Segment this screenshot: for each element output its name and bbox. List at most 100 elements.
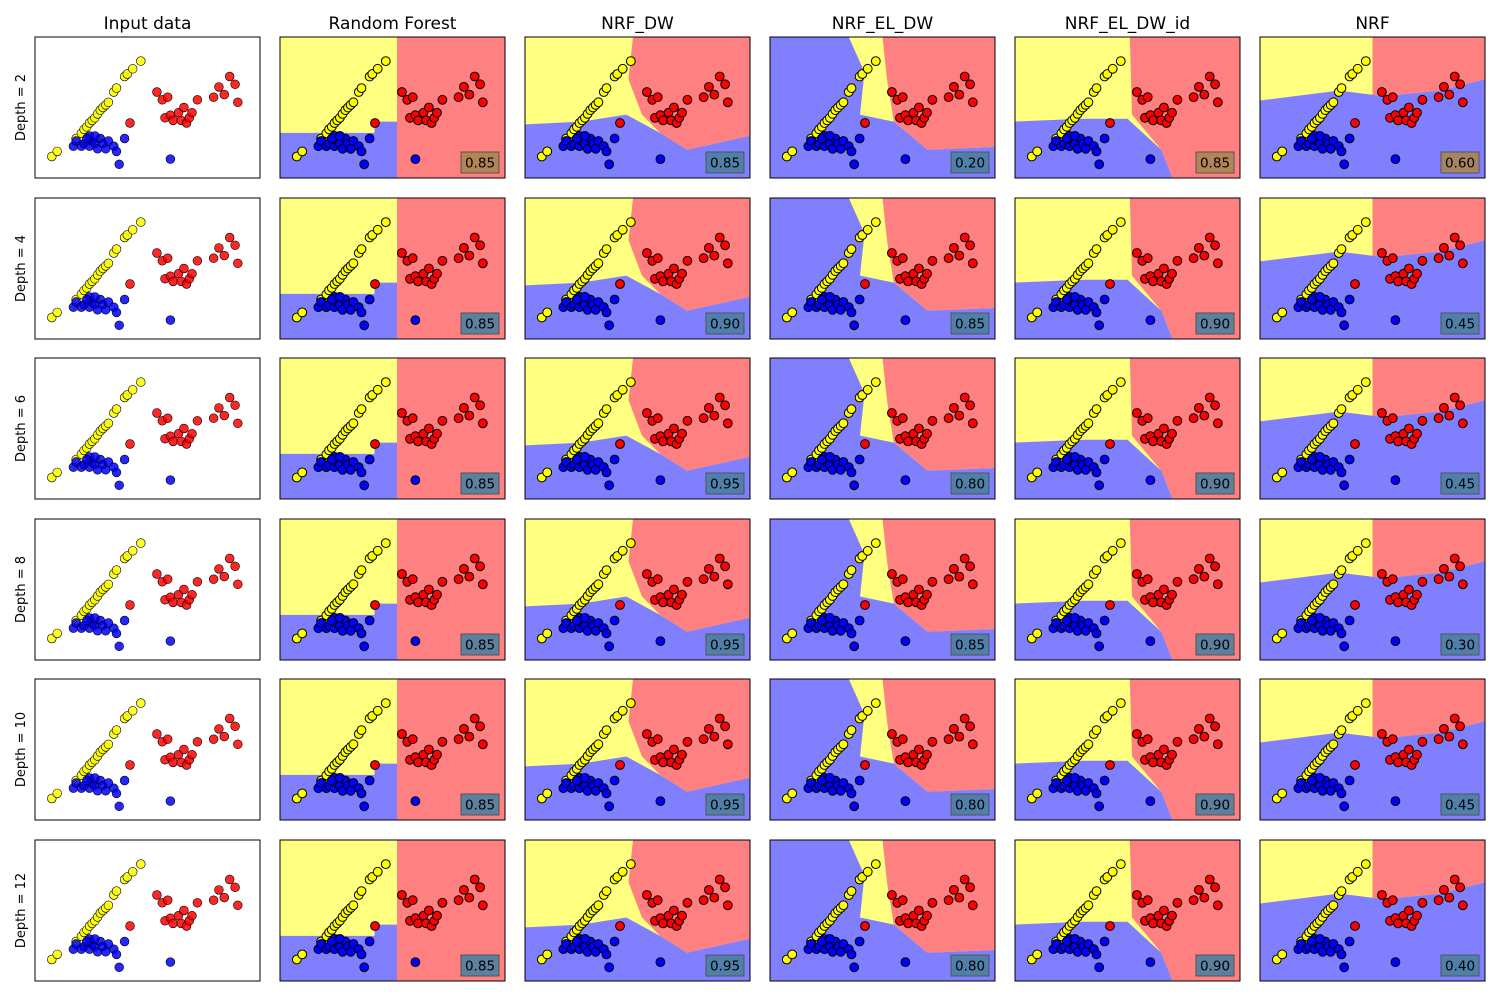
point-red: [1449, 392, 1460, 403]
point-blue: [1061, 615, 1072, 626]
panel-frame: [1259, 197, 1486, 340]
point-red: [230, 561, 240, 571]
point-red: [424, 905, 434, 916]
point-blue: [1091, 467, 1102, 478]
point-red: [615, 760, 625, 770]
point-blue: [1070, 773, 1080, 783]
point-yellow: [1107, 705, 1118, 716]
point-red: [208, 253, 219, 263]
point-red: [709, 571, 720, 582]
point-yellow: [128, 64, 138, 74]
region-blue: [525, 275, 750, 339]
point-yellow: [1091, 83, 1102, 93]
point-red: [214, 724, 224, 734]
score-box: [705, 312, 745, 335]
point-red: [192, 577, 203, 587]
point-blue: [849, 641, 860, 652]
point-yellow: [52, 788, 62, 799]
point-yellow: [1336, 886, 1347, 896]
point-red: [1132, 729, 1142, 739]
point-yellow: [380, 377, 391, 388]
panel-nrf-dw-depth-2: 0.85: [524, 36, 751, 179]
point-yellow: [103, 739, 114, 749]
point-red: [152, 248, 162, 258]
point-blue: [1339, 320, 1350, 331]
point-yellow: [846, 83, 857, 93]
point-red: [698, 253, 709, 264]
point-red: [677, 428, 687, 439]
region-blue: [1260, 400, 1485, 499]
region-blue: [1260, 721, 1485, 820]
point-blue: [326, 294, 337, 305]
point-red: [1393, 436, 1403, 447]
point-red: [1210, 721, 1220, 732]
panel-frame: [769, 36, 996, 179]
point-red: [219, 250, 230, 261]
point-blue: [1390, 957, 1401, 967]
point-blue: [1390, 796, 1401, 806]
point-red: [682, 736, 693, 747]
point-red: [903, 276, 913, 287]
point-red: [1449, 71, 1460, 82]
point-red: [914, 584, 924, 595]
point-blue: [119, 454, 130, 465]
point-red: [168, 436, 178, 447]
point-yellow: [838, 258, 849, 269]
point-red: [219, 571, 230, 582]
point-red: [407, 895, 418, 906]
point-blue: [1099, 615, 1110, 626]
point-yellow: [1277, 307, 1288, 318]
point-red: [233, 900, 243, 910]
point-red: [413, 276, 424, 287]
region-blue: [525, 596, 750, 660]
panel-frame: [279, 518, 506, 661]
panel-frame: [769, 518, 996, 661]
point-red: [407, 734, 418, 745]
column-title-nrf-el-dw: NRF_EL_DW: [832, 14, 934, 34]
point-red: [1188, 895, 1199, 906]
point-red: [1199, 250, 1210, 261]
point-blue: [655, 957, 666, 967]
panel-frame: [769, 357, 996, 500]
point-red: [615, 921, 625, 931]
point-blue: [359, 159, 370, 170]
point-red: [959, 553, 970, 564]
point-yellow: [136, 859, 146, 869]
point-blue: [816, 454, 827, 465]
point-red: [437, 255, 448, 266]
point-red: [1159, 584, 1169, 595]
point-red: [1377, 87, 1387, 97]
score-label: 0.85: [710, 156, 740, 172]
point-yellow: [787, 307, 798, 318]
panel-input-data-depth-10: [34, 678, 261, 821]
score-box: [1195, 312, 1235, 335]
point-red: [477, 97, 488, 108]
panel-nrf-el-dw-id-depth-4: 0.90: [1014, 197, 1241, 340]
point-red: [437, 94, 448, 105]
point-red: [1433, 574, 1444, 585]
point-red: [125, 600, 135, 610]
point-red: [965, 882, 975, 893]
point-red: [1188, 92, 1199, 103]
point-red: [225, 392, 235, 403]
point-red: [233, 258, 243, 268]
point-blue: [825, 773, 835, 783]
point-red: [1457, 579, 1468, 590]
panel-frame: [524, 839, 751, 982]
point-red: [704, 885, 714, 895]
score-label: 0.60: [1445, 156, 1475, 172]
point-red: [714, 553, 725, 564]
point-blue: [1091, 146, 1102, 157]
point-red: [1194, 403, 1204, 413]
point-blue: [825, 452, 835, 462]
point-blue: [580, 613, 590, 623]
point-red: [1159, 102, 1169, 113]
point-blue: [1070, 452, 1080, 462]
score-label: 0.45: [1445, 477, 1475, 493]
region-red: [1129, 519, 1240, 660]
point-red: [437, 897, 448, 908]
point-red: [965, 240, 975, 251]
point-blue: [571, 454, 582, 465]
score-label: 0.85: [1200, 156, 1230, 172]
panel-nrf-dw-depth-6: 0.95: [524, 357, 751, 500]
